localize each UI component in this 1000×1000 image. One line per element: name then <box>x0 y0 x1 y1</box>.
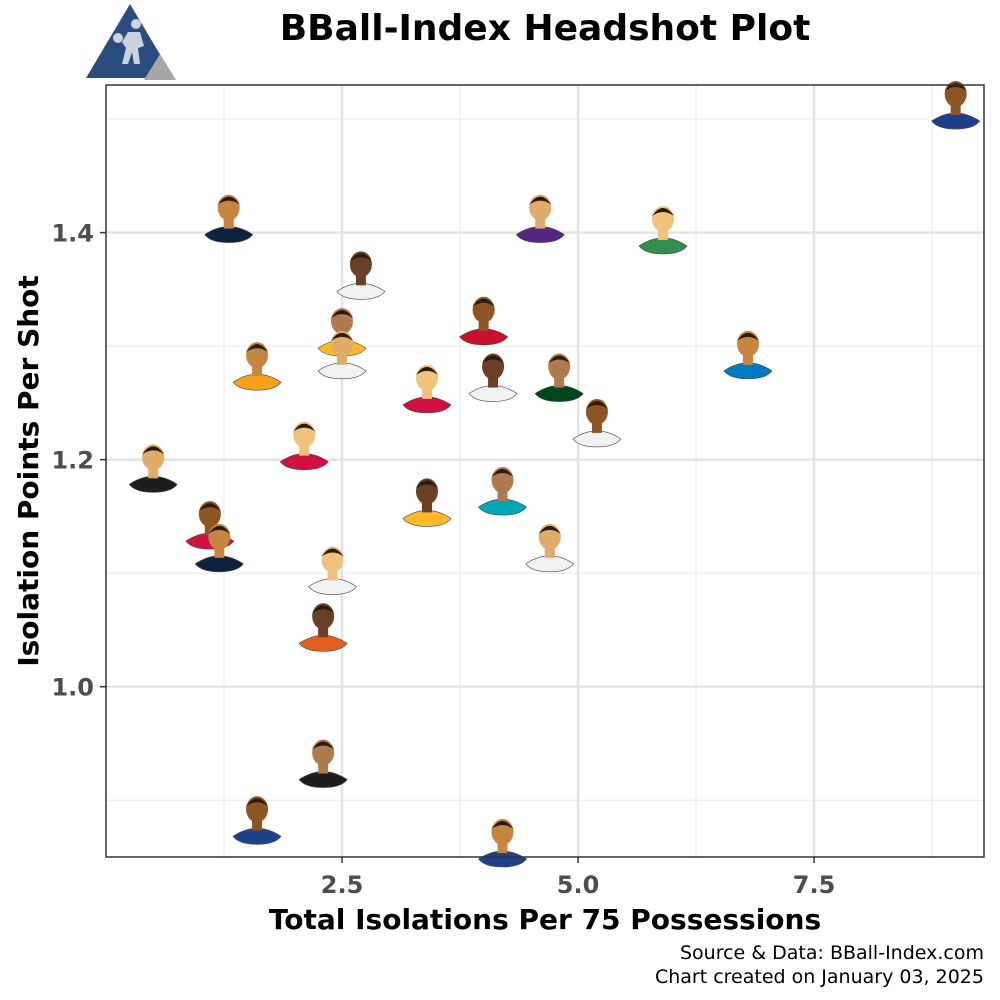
x-axis-ticks: 2.5 5.0 7.5 <box>321 857 836 899</box>
y-tick-label: 1.4 <box>51 220 94 248</box>
player-headshot-icon <box>128 444 178 493</box>
player-headshot-icon <box>298 739 348 788</box>
y-axis-ticks: 1.0 1.2 1.4 <box>51 220 106 702</box>
player-headshot-icon <box>459 296 509 346</box>
chart-title: BBall-Index Headshot Plot <box>279 8 811 49</box>
caption-source: Source & Data: BBall-Index.com <box>679 942 984 964</box>
player-headshot-icon <box>308 546 358 595</box>
player-headshot-icon <box>402 364 452 414</box>
chart-caption: Source & Data: BBall-Index.com Chart cre… <box>655 941 984 989</box>
y-tick-label: 1.2 <box>51 447 94 475</box>
player-headshot-icon <box>232 342 282 391</box>
x-tick-label: 2.5 <box>321 871 364 899</box>
player-headshot-icon <box>515 194 565 243</box>
player-headshot-icon <box>478 467 527 516</box>
bball-index-logo-icon <box>86 4 176 80</box>
caption-date: Chart created on January 03, 2025 <box>654 966 984 988</box>
y-tick-label: 1.0 <box>51 674 94 702</box>
x-axis-title: Total Isolations Per 75 Possessions <box>269 903 821 936</box>
player-headshot-icon <box>572 398 622 448</box>
x-tick-label: 5.0 <box>557 871 600 899</box>
logo-small-triangle <box>144 54 176 80</box>
player-headshot-icon <box>298 603 348 652</box>
data-points <box>128 81 981 868</box>
y-axis-title: Isolation Points Per Shot <box>12 275 45 667</box>
player-headshot-icon <box>232 796 282 845</box>
logo-player-figure <box>113 19 144 64</box>
player-headshot-icon <box>317 330 367 380</box>
plot-border <box>105 84 985 858</box>
player-headshot-icon <box>723 330 773 380</box>
player-headshot-icon <box>534 353 584 402</box>
player-headshot-icon <box>194 523 244 573</box>
player-headshot-icon <box>525 523 575 573</box>
player-headshot-icon <box>279 421 329 470</box>
player-headshot-icon <box>478 819 527 868</box>
player-headshot-icon <box>468 353 518 402</box>
player-headshot-icon <box>638 205 688 255</box>
player-headshot-icon <box>336 251 386 300</box>
x-tick-label: 7.5 <box>793 871 836 899</box>
player-headshot-icon <box>204 194 254 243</box>
player-headshot-icon <box>402 478 452 527</box>
player-headshot-icon <box>931 81 981 130</box>
